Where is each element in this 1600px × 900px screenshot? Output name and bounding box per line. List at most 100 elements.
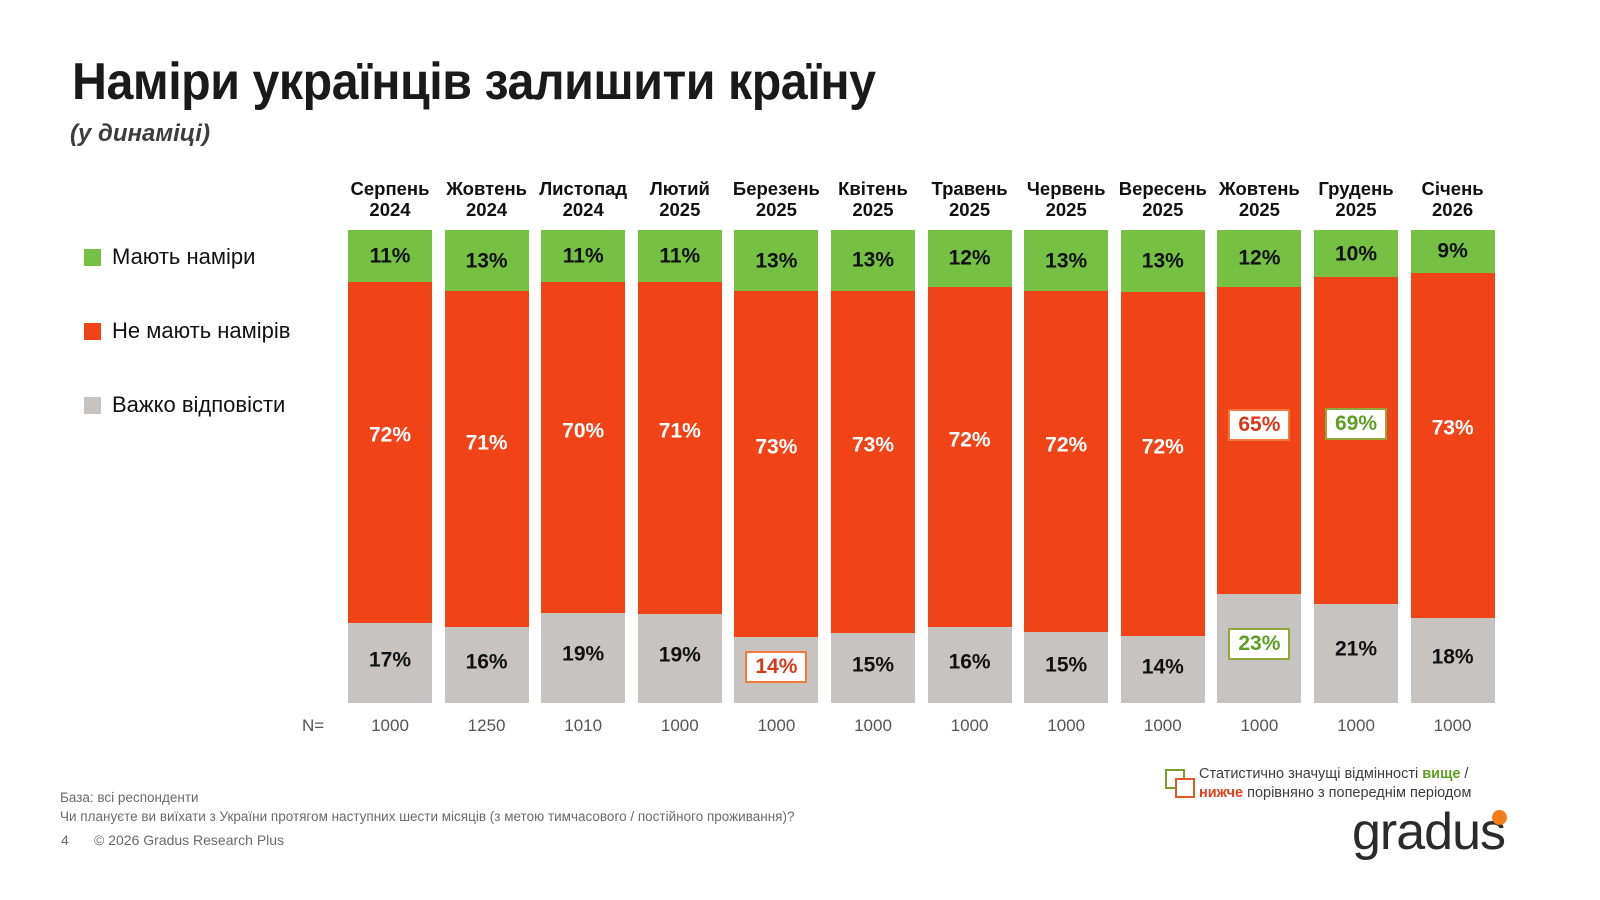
bar-segment-not-intend[interactable]: 71% [637,281,722,615]
bar-segment-hard-to-say[interactable]: 15% [1024,632,1109,703]
bar-segment-intend[interactable]: 13% [1120,230,1205,293]
legend-item-0[interactable]: Мають наміри [84,243,344,271]
stacked-bar[interactable]: 12% 72% 16% [927,230,1012,704]
column-header: Жовтень 2025 [1205,178,1313,220]
bar-segment-intend[interactable]: 13% [734,230,819,292]
bar-segment-intend[interactable]: 11% [348,230,432,283]
legend-item-2[interactable]: Важко відповісти [84,391,344,419]
bar-segment-not-intend[interactable]: 72% [348,282,432,623]
gradus-logo-dot-icon [1492,810,1507,825]
bar-segment-intend[interactable]: 13% [1024,230,1109,292]
column-header-year: 2025 [1142,199,1184,220]
stacked-bar[interactable]: 11% 70% 19% [541,230,626,703]
bar-segment-hard-to-say[interactable]: 19% [637,614,722,703]
bar-segment-hard-to-say[interactable]: 23% [1217,594,1302,704]
bar-segment-label: 18% [1431,645,1474,669]
bar-segment-not-intend[interactable]: 71% [444,291,529,628]
bar-segment-hard-to-say[interactable]: 21% [1314,603,1398,703]
bar-segment-not-intend[interactable]: 65% [1217,286,1302,595]
bar-segment-hard-to-say[interactable]: 14% [734,636,819,703]
bar-segment-not-intend[interactable]: 73% [734,291,819,637]
chart-column-11[interactable]: Січень 2026 9% 73% 18% [1410,178,1495,703]
chart-column-10[interactable]: Грудень 2025 10% 69% 21% [1314,178,1398,703]
stacked-bar[interactable]: 13% 72% 14% [1120,230,1205,703]
sample-size-label: N= [302,716,325,735]
bar-segment-intend[interactable]: 13% [831,230,915,291]
chart-column-4[interactable]: Березень 2025 13% 73% 14% [733,178,820,703]
stacked-bar[interactable]: 9% 73% 18% [1410,230,1495,703]
bar-segment-intend[interactable]: 11% [637,230,722,282]
chart-column-9[interactable]: Жовтень 2025 12% 65% 23% [1217,178,1302,704]
legend-item-1[interactable]: Не мають намірів [84,317,344,345]
column-header: Листопад 2024 [529,178,637,220]
bar-segment-hard-to-say[interactable]: 17% [348,622,432,703]
bar-segment-not-intend[interactable]: 72% [1024,291,1109,633]
bar-segment-hard-to-say[interactable]: 16% [927,627,1012,704]
chart-column-7[interactable]: Червень 2025 13% 72% 15% [1024,178,1109,703]
page-title: Наміри українців залишити країну [72,53,876,111]
column-header-month: Лютий [649,178,710,199]
chart-column-0[interactable]: Серпень 2024 11% 72% 17% [348,178,432,703]
bar-segment-hard-to-say[interactable]: 14% [1120,636,1205,703]
bar-segment-label: 70% [562,419,605,443]
stacked-bar[interactable]: 13% 73% 15% [831,230,915,703]
significance-highlight-down: 14% [745,651,808,684]
bar-segment-not-intend[interactable]: 69% [1314,277,1398,604]
chart-column-1[interactable]: Жовтень 2024 13% 71% 16% [444,178,529,703]
legend-swatch-icon [84,322,101,340]
base-note: База: всі респонденти Чи плануєте ви виї… [60,788,794,826]
bar-segment-hard-to-say[interactable]: 16% [444,627,529,703]
column-header-month: Вересень [1118,178,1207,199]
chart-column-5[interactable]: Квітень 2025 13% 73% 15% [831,178,915,703]
stacked-bar[interactable]: 10% 69% 21% [1314,230,1398,703]
bar-segment-hard-to-say[interactable]: 19% [541,613,626,703]
bar-segment-label: 13% [1141,249,1184,273]
bar-segment-intend[interactable]: 11% [541,230,626,283]
bar-segment-label: 65% [1217,409,1301,442]
bar-segment-not-intend[interactable]: 72% [927,286,1012,628]
chart-column-6[interactable]: Травень 2025 12% 72% 16% [927,178,1012,704]
bar-segment-hard-to-say[interactable]: 15% [831,632,915,703]
bar-segment-label: 10% [1334,242,1378,266]
bar-segment-hard-to-say[interactable]: 18% [1410,617,1495,703]
bar-segment-not-intend[interactable]: 73% [831,290,915,633]
stacked-bar[interactable]: 13% 71% 16% [444,230,529,703]
bar-segment-label: 19% [658,643,701,667]
column-header-month: Червень [1026,178,1106,199]
bar-segment-not-intend[interactable]: 73% [1410,272,1495,618]
significance-down-square-icon [1175,778,1195,798]
sample-size-value: 1000 [1337,716,1375,735]
column-header-year: 2025 [755,199,797,220]
column-header-year: 2025 [659,199,701,220]
bar-segment-label: 71% [658,419,701,443]
column-header: Квітень 2025 [819,178,927,220]
stacked-bar[interactable]: 11% 71% 19% [637,230,722,703]
column-header-year: 2024 [466,199,508,220]
stacked-bar[interactable]: 13% 73% 14% [734,230,819,703]
stacked-bar[interactable]: 11% 72% 17% [348,230,432,703]
bar-segment-intend[interactable]: 9% [1410,230,1495,273]
bar-segment-label: 72% [1045,433,1088,457]
bar-segment-label: 21% [1334,637,1378,661]
bar-segment-label: 13% [465,249,508,273]
stacked-bar[interactable]: 12% 65% 23% [1217,230,1302,704]
column-header-month: Жовтень [1218,178,1300,199]
sample-size-value: 1000 [854,716,892,735]
chart-column-2[interactable]: Листопад 2024 11% 70% 19% [539,178,627,703]
bar-segment-label: 69% [1314,408,1398,441]
column-header-year: 2025 [949,199,991,220]
gradus-logo-text: gradus [1352,803,1506,861]
stacked-bar[interactable]: 13% 72% 15% [1024,230,1109,703]
bar-segment-intend[interactable]: 13% [444,230,529,292]
chart-column-3[interactable]: Лютий 2025 11% 71% 19% [637,178,722,703]
bar-segment-intend[interactable]: 10% [1314,230,1398,278]
bar-segment-label: 72% [948,428,991,452]
bar-segment-label: 13% [755,249,798,273]
chart-column-8[interactable]: Вересень 2025 13% 72% 14% [1119,178,1207,703]
bar-segment-intend[interactable]: 12% [927,230,1012,287]
bar-segment-not-intend[interactable]: 72% [1120,292,1205,637]
bar-segment-label: 14% [734,651,818,684]
column-header-year: 2025 [1238,199,1280,220]
bar-segment-intend[interactable]: 12% [1217,230,1302,287]
bar-segment-not-intend[interactable]: 70% [541,282,626,614]
